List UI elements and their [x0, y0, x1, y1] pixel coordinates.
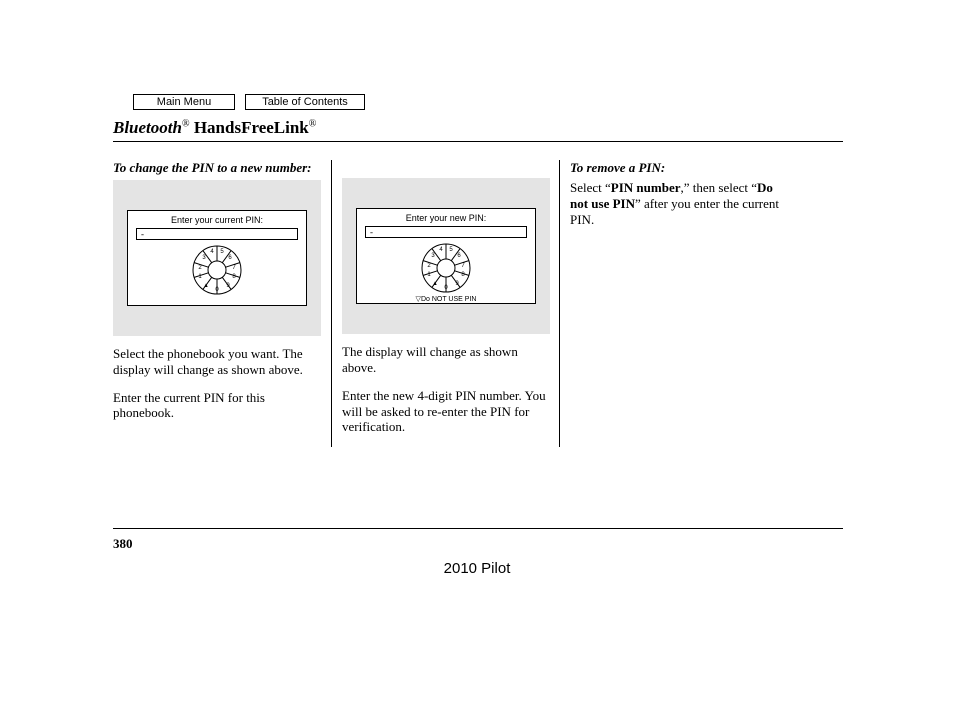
col3-para: Select “PIN number,” then select “Do not…: [570, 180, 787, 228]
footer-rule: [113, 528, 843, 529]
dial-wrap-2: 45 63 72 81 9▲ 0: [357, 242, 535, 294]
dial-wrap-1: 45 63 72 81 9▲ 0: [128, 244, 306, 296]
footer-model-year: 2010 Pilot: [0, 560, 954, 577]
col1-para1: Select the phonebook you want. The displ…: [113, 346, 321, 378]
screen-illustration-new-pin: Enter your new PIN: -: [342, 178, 550, 334]
col1-heading: To change the PIN to a new number:: [113, 160, 321, 176]
rotary-dial-icon: 45 63 72 81 9▲ 0: [420, 242, 472, 294]
registered-mark-1: ®: [182, 119, 190, 130]
page-number: 380: [113, 536, 133, 552]
pin-field-1: -: [136, 228, 298, 240]
svg-text:▲: ▲: [203, 283, 209, 289]
screen-illustration-current-pin: Enter your current PIN: -: [113, 180, 321, 336]
col2-para2: Enter the new 4-digit PIN number. You wi…: [342, 388, 549, 436]
col2-spacer: [342, 160, 549, 178]
title-bluetooth: Bluetooth: [113, 118, 182, 137]
page-title: Bluetooth® HandsFreeLink®: [113, 118, 843, 142]
nav-button-row: Main Menu Table of Contents: [133, 94, 843, 110]
col1-para2: Enter the current PIN for this phonebook…: [113, 390, 321, 422]
registered-mark-2: ®: [309, 119, 317, 130]
title-handsfreelink: HandsFreeLink: [190, 118, 309, 137]
col3-pin-number-bold: PIN number: [611, 180, 681, 195]
content-columns: To change the PIN to a new number: Enter…: [113, 160, 843, 447]
col3-heading: To remove a PIN:: [570, 160, 787, 176]
screen-inner-2: Enter your new PIN: -: [356, 208, 536, 304]
col3-text-mid: ,” then select “: [681, 180, 758, 195]
manual-page: Main Menu Table of Contents Bluetooth® H…: [113, 94, 843, 447]
do-not-use-pin-label: ▽Do NOT USE PIN: [357, 296, 535, 305]
col2-para1: The display will change as shown above.: [342, 344, 549, 376]
col3-text-pre: Select “: [570, 180, 611, 195]
column-2: Enter your new PIN: -: [331, 160, 559, 447]
main-menu-button[interactable]: Main Menu: [133, 94, 235, 110]
toc-button[interactable]: Table of Contents: [245, 94, 365, 110]
do-not-use-text: Do NOT USE PIN: [421, 296, 477, 303]
pin-field-row-1: -: [136, 228, 298, 240]
screen-inner-1: Enter your current PIN: -: [127, 210, 307, 306]
column-3: To remove a PIN: Select “PIN number,” th…: [559, 160, 787, 447]
rotary-dial-icon: 45 63 72 81 9▲ 0: [191, 244, 243, 296]
screen-title-1: Enter your current PIN:: [128, 215, 306, 226]
screen-title-2: Enter your new PIN:: [357, 213, 535, 224]
pin-field-row-2: -: [365, 226, 527, 238]
pin-field-2: -: [365, 226, 527, 238]
column-1: To change the PIN to a new number: Enter…: [113, 160, 331, 447]
svg-text:▲: ▲: [432, 281, 438, 287]
